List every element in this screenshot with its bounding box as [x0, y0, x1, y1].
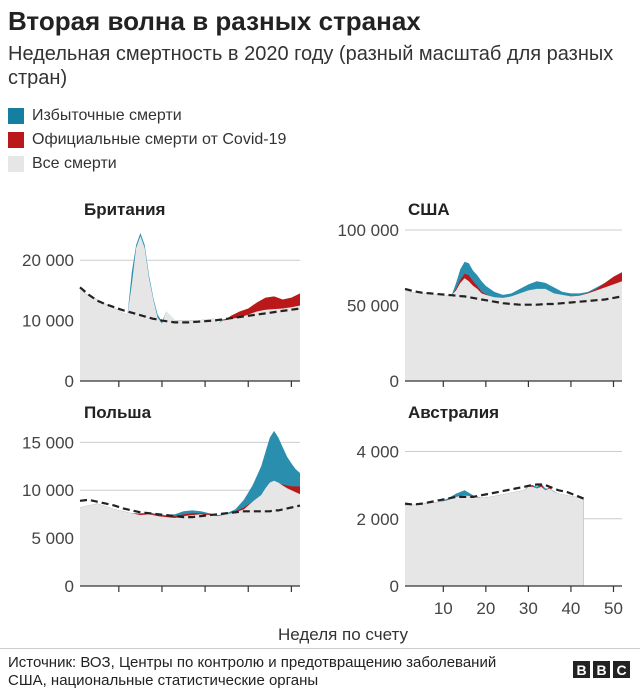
y-tick-label-australia-1: 2 000 [356, 510, 399, 529]
panel-poland: Польша 0 5 000 10 000 15 000 [22, 403, 301, 596]
expected-line-poland [79, 498, 301, 519]
legend-swatch-all [8, 156, 24, 172]
expected-line-uk [79, 286, 301, 324]
legend: Избыточные смерти Официальные смерти от … [8, 104, 286, 176]
all-deaths-area-us [405, 278, 622, 381]
y-tick-label-poland-0: 0 [65, 577, 74, 596]
panel-uk: Британия 0 10 000 20 000 [22, 200, 301, 391]
y-tick-label-uk-2: 20 000 [22, 251, 74, 270]
panel-title-uk: Британия [84, 200, 165, 219]
bbc-logo-letter-1: B [573, 661, 590, 678]
x-tick-label-australia-1: 20 [476, 599, 495, 618]
panel-title-australia: Австралия [408, 403, 499, 422]
chart-title: Вторая волна в разных странах [8, 6, 421, 36]
y-tick-label-australia-2: 4 000 [356, 443, 399, 462]
legend-item-covid: Официальные смерти от Covid-19 [8, 128, 286, 152]
all-deaths-area-poland [80, 480, 300, 586]
y-tick-label-poland-3: 15 000 [22, 433, 74, 452]
panel-title-us: США [408, 200, 450, 219]
y-tick-label-us-2: 100 000 [338, 221, 399, 240]
y-tick-label-uk-1: 10 000 [22, 312, 74, 331]
x-tick-label-australia-4: 50 [604, 599, 623, 618]
chart-subtitle: Недельная смертность в 2020 году (разный… [8, 43, 614, 89]
source-note: Источник: ВОЗ, Центры по контролю и пред… [8, 654, 497, 689]
all-deaths-area-uk [80, 236, 300, 381]
bbc-logo: B B C [573, 661, 630, 678]
y-tick-label-us-1: 50 000 [347, 297, 399, 316]
legend-swatch-covid [8, 132, 24, 148]
expected-line-australia [404, 483, 585, 506]
expected-line-us [404, 287, 623, 306]
legend-label-excess: Избыточные смерти [32, 107, 182, 124]
all-deaths-area-australia [405, 486, 584, 586]
y-tick-label-australia-0: 0 [390, 577, 399, 596]
panel-us: США 0 50 000 100 000 [338, 200, 623, 391]
small-multiples-chart: Британия 0 10 000 20 000 США 0 50 000 100 000 По… [22, 200, 623, 644]
panel-australia: Австралия 0 2 000 4 000 10 20 30 40 50 [356, 403, 622, 618]
y-tick-label-us-0: 0 [390, 372, 399, 391]
legend-item-all: Все смерти [8, 152, 286, 176]
panel-title-poland: Польша [84, 403, 152, 422]
legend-item-excess: Избыточные смерти [8, 104, 286, 128]
bbc-logo-letter-3: C [613, 661, 630, 678]
y-tick-label-poland-1: 5 000 [31, 529, 74, 548]
legend-label-covid: Официальные смерти от Covid-19 [32, 131, 287, 148]
x-tick-label-australia-0: 10 [434, 599, 453, 618]
x-axis-label: Неделя по счету [278, 625, 408, 644]
x-tick-label-australia-2: 30 [519, 599, 538, 618]
footer-divider [0, 648, 640, 649]
y-tick-label-uk-0: 0 [65, 372, 74, 391]
legend-swatch-excess [8, 108, 24, 124]
x-tick-label-australia-3: 40 [561, 599, 580, 618]
bbc-logo-letter-2: B [593, 661, 610, 678]
legend-label-all: Все смерти [32, 155, 117, 172]
y-tick-label-poland-2: 10 000 [22, 481, 74, 500]
